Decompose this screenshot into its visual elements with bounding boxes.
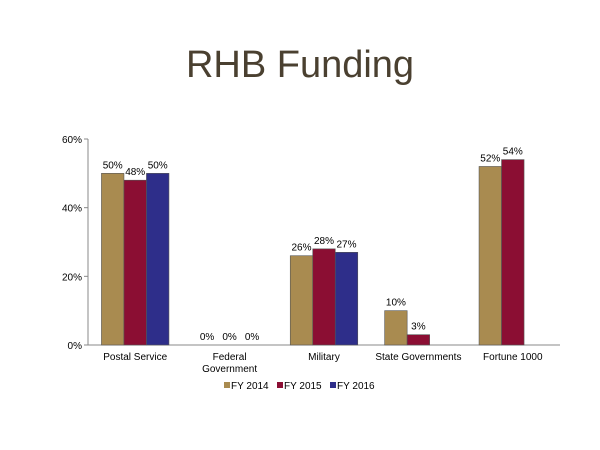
bar [406, 334, 430, 346]
legend-label: FY 2014 [231, 381, 269, 392]
bar [146, 173, 170, 346]
bar [478, 166, 502, 346]
x-tick-label: State Governments [375, 352, 461, 363]
bar [334, 252, 359, 346]
data-label: 28% [314, 236, 334, 247]
bar [312, 248, 336, 346]
chart-title: RHB Funding [185, 44, 415, 86]
data-label: 50% [148, 160, 168, 171]
bar [501, 159, 525, 346]
data-label: 27% [336, 239, 356, 250]
y-tick-label: 40% [62, 204, 82, 215]
data-label: 0% [222, 332, 237, 343]
data-label: 0% [245, 332, 260, 343]
data-label: 48% [125, 167, 145, 178]
data-label: 54% [503, 147, 523, 158]
y-tick-label: 60% [62, 135, 82, 146]
data-label: 0% [200, 332, 215, 343]
bar [101, 173, 125, 346]
x-tick-label: Postal Service [103, 352, 167, 363]
data-label: 52% [480, 153, 500, 164]
data-label: 10% [386, 298, 406, 309]
x-tick-label: Military [308, 352, 340, 363]
y-tick-label: 0% [68, 341, 83, 352]
data-label: 26% [291, 243, 311, 254]
legend-swatch [224, 382, 230, 388]
data-label: 3% [411, 322, 426, 333]
bar [289, 255, 314, 346]
data-label: 50% [103, 160, 123, 171]
bar [384, 310, 408, 346]
legend-label: FY 2015 [284, 381, 322, 392]
bar [123, 179, 147, 346]
x-tick-label: Government [202, 364, 257, 375]
x-tick-label: Fortune 1000 [483, 352, 543, 363]
legend-label: FY 2016 [337, 381, 375, 392]
x-tick-label: Federal [213, 352, 247, 363]
y-tick-label: 20% [62, 272, 82, 283]
legend-swatch [277, 382, 283, 388]
legend-swatch [330, 382, 336, 388]
